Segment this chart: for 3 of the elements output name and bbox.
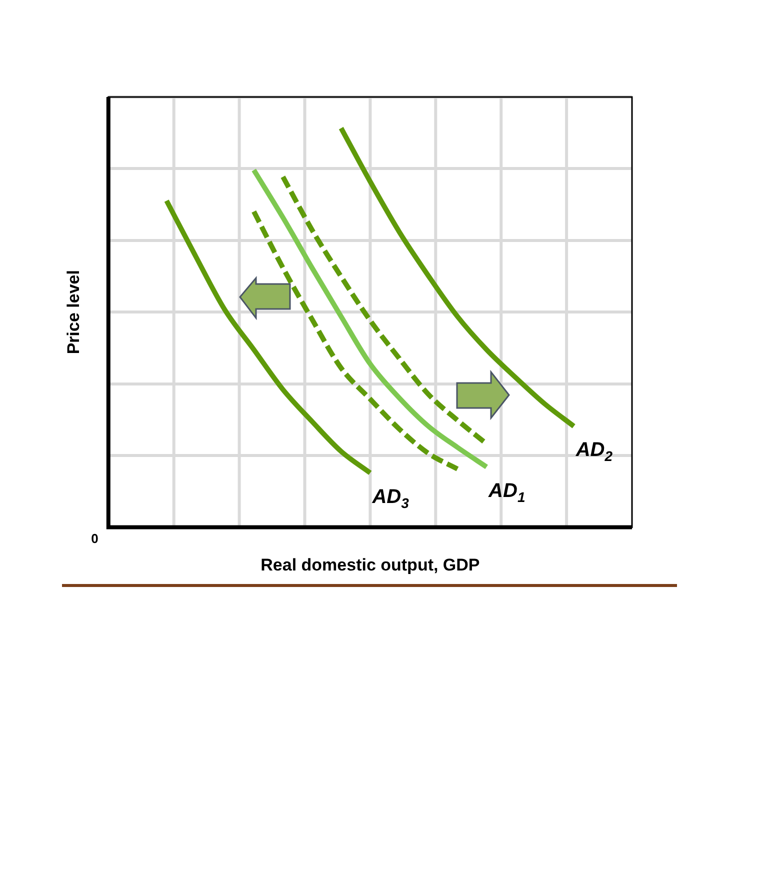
y-axis-title: Price level bbox=[64, 270, 83, 354]
text: 0 bbox=[91, 531, 98, 546]
x-axis-title: Real domestic output, GDP bbox=[260, 555, 480, 574]
